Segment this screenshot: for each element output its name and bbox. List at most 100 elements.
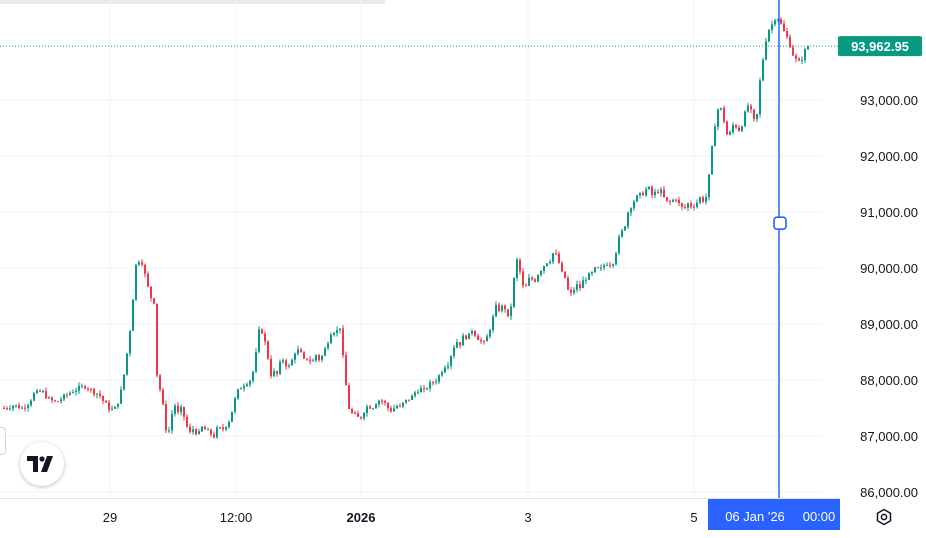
candle: [282, 358, 284, 365]
candle: [363, 412, 365, 421]
candle-body: [702, 197, 704, 202]
candle-body: [219, 427, 221, 429]
candle: [537, 274, 539, 283]
candle: [219, 426, 221, 429]
candle-body: [531, 277, 533, 280]
candle-body: [369, 406, 371, 409]
candle-body: [636, 195, 638, 202]
candle-body: [267, 341, 269, 359]
chart-settings-button[interactable]: [872, 505, 896, 529]
candle: [504, 304, 506, 313]
candle-body: [753, 109, 755, 119]
candle-body: [45, 391, 47, 399]
candle-body: [540, 271, 542, 275]
candle-body: [648, 186, 650, 190]
candle-body: [744, 111, 746, 127]
candle-body: [279, 361, 281, 374]
edge-tab-handle[interactable]: [0, 427, 6, 455]
candle: [753, 108, 755, 122]
candle: [768, 29, 770, 43]
candle-body: [525, 285, 527, 287]
candle: [543, 265, 545, 274]
candle-body: [213, 434, 215, 438]
candle-body: [399, 405, 401, 407]
candle: [234, 396, 236, 414]
candle-body: [657, 191, 659, 194]
candle-body: [201, 426, 203, 432]
candle-body: [141, 262, 143, 265]
candle: [183, 406, 185, 421]
candle: [759, 77, 761, 118]
candle: [441, 370, 443, 377]
candle-body: [726, 121, 728, 135]
candle: [171, 410, 173, 434]
candle: [729, 130, 731, 136]
candle-body: [240, 388, 242, 390]
candle-body: [126, 353, 128, 375]
candle-body: [678, 199, 680, 204]
candle: [780, 17, 782, 25]
candle: [180, 404, 182, 416]
candle-body: [519, 259, 521, 272]
candle-body: [711, 146, 713, 175]
last-price-label: 93,962.95: [851, 39, 909, 54]
candle: [633, 199, 635, 211]
candle-body: [297, 349, 299, 354]
candle-body: [441, 372, 443, 376]
candle: [579, 280, 581, 291]
candle: [21, 405, 23, 409]
candle-body: [273, 371, 275, 377]
candle-body: [411, 395, 413, 400]
candle: [450, 355, 452, 370]
candle: [222, 423, 224, 432]
candle-body: [681, 203, 683, 207]
candle: [462, 332, 464, 346]
candle-body: [120, 389, 122, 404]
candle: [198, 428, 200, 435]
candle: [465, 334, 467, 341]
candle: [75, 387, 77, 396]
candle: [489, 328, 491, 339]
candle: [765, 37, 767, 61]
candle-body: [147, 273, 149, 287]
candle: [417, 389, 419, 395]
candle-body: [99, 393, 101, 396]
candle: [741, 125, 743, 133]
candle: [228, 420, 230, 429]
candle: [663, 185, 665, 198]
candle-body: [612, 264, 614, 266]
candle-body: [231, 411, 233, 422]
candle-body: [528, 277, 530, 286]
candle: [96, 393, 98, 399]
candle: [63, 393, 65, 402]
candle: [471, 328, 473, 336]
candle-body: [360, 416, 362, 419]
candle-body: [669, 200, 671, 202]
candle: [261, 328, 263, 335]
tradingview-logo[interactable]: [20, 442, 64, 486]
candle-body: [315, 354, 317, 361]
candle: [276, 370, 278, 377]
candle-body: [87, 388, 89, 390]
candle-body: [774, 20, 776, 25]
candle: [624, 226, 626, 231]
candle-body: [720, 108, 722, 110]
candle: [150, 286, 152, 302]
candle-body: [738, 127, 740, 132]
candle-body: [534, 279, 536, 282]
candle: [687, 202, 689, 212]
candle: [9, 404, 11, 411]
candle: [93, 387, 95, 397]
candle: [615, 251, 617, 266]
candle-body: [243, 386, 245, 389]
candle: [618, 234, 620, 256]
candle: [321, 355, 323, 363]
candle: [708, 174, 710, 201]
candle: [432, 380, 434, 386]
candle: [693, 203, 695, 211]
candle-body: [27, 405, 29, 408]
candle-body: [246, 384, 248, 387]
candle: [402, 402, 404, 409]
candle-body: [735, 124, 737, 128]
